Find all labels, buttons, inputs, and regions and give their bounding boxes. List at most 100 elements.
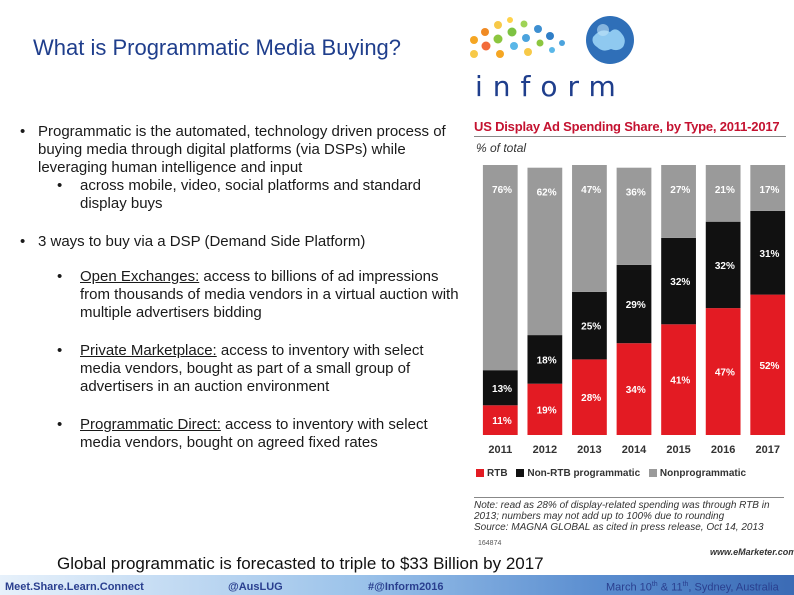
bar-data-label: 11% [492, 416, 512, 427]
bar-segment [750, 165, 786, 211]
bullet-dot-icon: • [20, 123, 26, 140]
chart-note: Note: read as 28% of display-related spe… [474, 497, 784, 533]
bar-segment [705, 165, 741, 222]
bar-segment [616, 167, 652, 265]
bar-data-label: 25% [581, 322, 601, 333]
buy-method-text: access to inventory with select media ve… [80, 342, 424, 395]
bullet-text: Programmatic is the automated, technolog… [38, 123, 446, 176]
bar-segment [482, 405, 518, 435]
bar-segment [616, 343, 652, 435]
bar-segment [482, 370, 518, 406]
bar-data-label: 27% [670, 185, 690, 196]
footer-tagline: Meet.Share.Learn.Connect [5, 581, 144, 593]
logo-wordmark: inform [475, 70, 626, 103]
bar-segment [705, 308, 741, 435]
legend-item-nonprogrammatic: Nonprogrammatic [648, 468, 747, 479]
bar-data-label: 28% [581, 393, 601, 404]
bar-data-label: 52% [759, 361, 779, 372]
legend-swatch [516, 469, 525, 477]
emarketer-watermark: www.eMarketer.com [710, 547, 794, 557]
forecast-text: Global programmatic is forecasted to tri… [57, 554, 544, 573]
bullet-dot-icon: • [57, 268, 63, 285]
footer-hashtag: #@Inform2016 [368, 581, 444, 593]
footer-date-part: , Sydney, Australia [688, 581, 779, 594]
bar-data-label: 17% [759, 185, 779, 196]
bullet-dot-icon: • [57, 342, 63, 359]
bullet-item: • 3 ways to buy via a DSP (Demand Side P… [20, 233, 460, 251]
bar-segment [616, 264, 652, 344]
legend-label: Non-RTB programmatic [527, 468, 641, 479]
bullet-dot-icon: • [57, 416, 63, 433]
chart-title-rule [474, 136, 786, 137]
legend-item-non-rtb: Non-RTB programmatic [516, 468, 640, 479]
inform-logo: inform [460, 10, 640, 103]
footer-date-suffix: th [682, 581, 689, 588]
bar-segment [661, 165, 696, 238]
bar-segment [482, 165, 518, 371]
bullet-item: • Programmatic is the automated, technol… [20, 123, 460, 177]
bar-data-label: 62% [537, 188, 557, 199]
sub-bullet-text: across mobile, video, social platforms a… [80, 177, 422, 212]
x-tick-label: 2014 [622, 444, 647, 456]
bar-data-label: 18% [537, 355, 557, 366]
bar-data-label: 41% [670, 376, 690, 387]
chart-id: 164874 [478, 540, 502, 547]
footer-date: March 10th & 11th, Sydney, Australia [606, 581, 779, 594]
chart-note-text: Note: read as 28% of display-related spe… [474, 500, 770, 522]
logo-dots-graphic [470, 16, 634, 64]
slide-body: • Programmatic is the automated, technol… [20, 123, 460, 452]
chart-legend: RTB Non-RTB programmatic Nonprogrammatic [476, 468, 752, 479]
bar-segment [572, 359, 607, 435]
x-tick-label: 2017 [755, 444, 779, 456]
bar-data-label: 29% [626, 300, 646, 311]
bar-data-label: 76% [492, 185, 512, 196]
bar-data-label: 13% [492, 384, 512, 395]
buy-method-text: access to inventory with select media ve… [80, 416, 428, 451]
footer-date-suffix: th [651, 581, 658, 588]
bar-segment [661, 237, 696, 325]
buy-method-item: • Programmatic Direct: access to invento… [20, 416, 460, 452]
bar-data-label: 21% [715, 185, 735, 196]
buy-method-item: • Open Exchanges: access to billions of … [20, 268, 460, 322]
bar-data-label: 32% [715, 261, 735, 272]
x-tick-label: 2011 [488, 444, 512, 456]
bullet-dot-icon: • [20, 233, 26, 250]
footer-date-part: & 11 [657, 581, 683, 594]
buy-method-text: access to billions of ad impressions fro… [80, 268, 459, 321]
bullet-text: 3 ways to buy via a DSP (Demand Side Pla… [38, 233, 366, 250]
stacked-bar-chart: 11% 13% 76% 2011 19% 18% 62% 2012 28% 25% 47% 2013 3… [482, 165, 786, 456]
buy-method-item: • Private Marketplace: access to invento… [20, 342, 460, 396]
bar-data-label: 47% [581, 185, 601, 196]
bar-data-label: 36% [626, 188, 646, 199]
chart-title: US Display Ad Spending Share, by Type, 2… [474, 119, 780, 134]
chart-source-text: Source: MAGNA GLOBAL as cited in press r… [474, 522, 764, 533]
chart-subtitle: % of total [476, 141, 527, 155]
bar-segment [572, 291, 607, 360]
bar-segment [572, 165, 607, 292]
bar-segment [661, 324, 696, 435]
buy-method-heading: Programmatic Direct: [80, 416, 221, 433]
x-tick-label: 2016 [711, 444, 735, 456]
bar-segment [705, 221, 741, 309]
bullet-dot-icon: • [57, 177, 63, 194]
bar-segment [750, 294, 786, 435]
legend-item-rtb: RTB [476, 468, 508, 479]
slide-title: What is Programmatic Media Buying? [33, 35, 402, 60]
buy-method-heading: Private Marketplace: [80, 342, 217, 359]
bar-data-label: 47% [715, 368, 735, 379]
bar-segment [750, 210, 786, 295]
footer-handle: @AusLUG [228, 581, 283, 593]
legend-swatch [648, 469, 657, 477]
legend-label: RTB [487, 468, 508, 479]
bar-data-label: 32% [670, 277, 690, 288]
footer-date-part: March 10 [606, 581, 652, 594]
x-tick-label: 2015 [666, 444, 690, 456]
bar-segment [527, 383, 563, 435]
x-tick-label: 2013 [577, 444, 601, 456]
sub-bullet-item: • across mobile, video, social platforms… [20, 177, 460, 213]
legend-swatch [476, 469, 484, 477]
bar-segment [527, 335, 563, 384]
bar-segment [527, 167, 563, 336]
legend-label: Nonprogrammatic [659, 468, 747, 479]
buy-method-heading: Open Exchanges: [80, 268, 200, 285]
